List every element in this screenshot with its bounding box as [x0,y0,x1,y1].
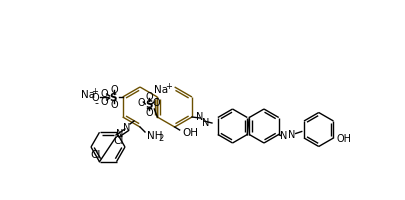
Text: OH: OH [183,127,198,137]
Text: Cl: Cl [113,136,124,146]
Text: O: O [101,97,109,106]
Text: NH: NH [147,130,162,140]
Text: O: O [153,98,160,107]
Text: O: O [92,93,100,102]
Text: -: - [95,98,99,107]
Text: O: O [101,89,109,99]
Text: O: O [111,100,119,109]
Text: N: N [196,111,204,121]
Text: N: N [202,117,210,127]
Text: O: O [138,98,145,107]
Text: S: S [145,100,153,109]
Text: -: - [154,93,158,102]
Text: +: + [165,82,172,91]
Text: 2: 2 [158,134,163,143]
Text: N: N [123,122,131,132]
Text: +: + [91,87,98,96]
Text: OH: OH [337,133,352,143]
Text: O: O [145,107,153,117]
Text: N: N [116,128,124,138]
Text: O: O [145,92,153,101]
Text: N: N [280,131,288,141]
Text: N: N [288,130,295,140]
Text: Cl: Cl [90,149,101,159]
Text: Na: Na [154,85,168,95]
Text: O: O [111,85,119,95]
Text: S: S [109,93,116,102]
Text: Na: Na [81,90,95,100]
